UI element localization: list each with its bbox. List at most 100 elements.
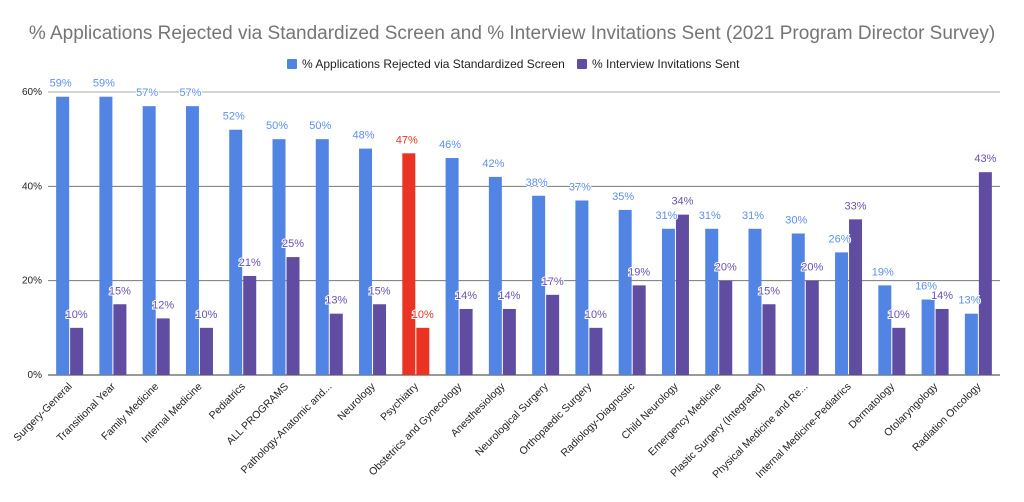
bar-invitations [589,327,603,375]
legend-swatch-invitations [577,59,587,69]
bar-rejected [229,129,243,375]
data-label-invitations: 15% [369,285,391,297]
bar-invitations [502,308,516,375]
data-label-invitations: 19% [628,266,650,278]
data-label-invitations: 10% [412,309,434,321]
bar-rejected [99,96,113,375]
bar-rejected [661,228,675,375]
bar-invitations [286,257,300,375]
data-label-invitations: 14% [498,290,520,302]
bar-rejected [445,158,459,375]
bar-invitations [892,327,906,375]
y-tick-label: 20% [22,276,42,287]
y-tick-label: 40% [22,181,42,192]
x-tick-label: Emergency Medicine [646,381,724,459]
data-label-rejected: 48% [353,130,375,142]
data-label-invitations: 25% [282,238,304,250]
bar-rejected [142,106,156,376]
data-label-invitations: 17% [542,276,564,288]
data-label-rejected: 57% [179,87,201,99]
data-label-rejected: 57% [136,87,158,99]
x-tick-label: Orthopaedic Surgery [517,380,595,458]
data-label-rejected: 26% [829,233,851,245]
x-tick-label: Neurological Surgery [473,380,551,458]
data-label-rejected: 35% [612,191,634,203]
bar-invitations [675,214,689,375]
bar-rejected [964,313,978,375]
bar-rejected [272,139,286,375]
data-label-rejected: 30% [785,215,807,227]
bar-invitations [416,327,430,375]
data-label-invitations: 21% [239,257,261,269]
bar-invitations [546,294,560,375]
bar-rejected [921,299,935,375]
data-label-invitations: 12% [152,299,174,311]
data-label-rejected: 31% [655,210,677,222]
bar-invitations [459,308,473,375]
x-tick-label: Pathology-Anatomic and... [239,381,335,477]
bar-rejected [56,96,70,375]
x-tick-label: Radiology-Diagnostic [559,381,638,460]
bar-rejected [359,148,373,375]
legend-label-rejected: % Applications Rejected via Standardized… [302,57,565,71]
y-tick-label: 60% [22,87,42,98]
bar-invitations [849,219,863,375]
data-label-rejected: 42% [482,158,504,170]
bar-invitations [762,304,776,375]
bar-rejected [618,209,632,375]
data-label-rejected: 52% [223,111,245,123]
bar-invitations [113,304,127,375]
data-label-invitations: 13% [325,295,347,307]
bar-rejected [532,195,546,375]
data-label-invitations: 10% [66,309,88,321]
bar-invitations [805,280,819,375]
data-label-invitations: 20% [715,262,737,274]
data-label-rejected: 50% [309,120,331,132]
data-label-invitations: 10% [585,309,607,321]
bar-rejected [748,228,762,375]
chart-title: % Applications Rejected via Standardized… [29,23,995,44]
bar-invitations [935,308,949,375]
data-label-rejected: 47% [396,134,418,146]
bar-rejected [705,228,719,375]
bar-invitations [373,304,387,375]
data-label-invitations: 20% [801,262,823,274]
bar-rejected [575,200,589,375]
data-label-invitations: 15% [109,285,131,297]
bars [56,96,992,376]
bar-rejected [185,106,199,376]
bar-invitations [978,172,992,375]
data-label-rejected: 59% [93,78,115,90]
bar-rejected [878,285,892,375]
x-tick-label: Neurology [335,380,378,423]
data-label-invitations: 10% [888,309,910,321]
data-label-rejected: 38% [526,177,548,189]
data-label-rejected: 19% [872,266,894,278]
x-tick-label: Pediatrics [207,381,248,422]
data-label-invitations: 10% [195,309,217,321]
bar-invitations [329,313,343,375]
data-labels: 59% 10% 59% 15% 57% 12% 57% 10% 52% 21% 50% 25% 50% 1… [49,77,998,322]
data-label-invitations: 34% [671,196,693,208]
data-label-rejected: 37% [569,181,591,193]
data-label-invitations: 14% [455,290,477,302]
bar-rejected [791,233,805,375]
y-tick-label: 0% [28,370,43,381]
legend-label-invitations: % Interview Invitations Sent [592,57,740,71]
bar-rejected [315,139,329,375]
y-axis: 0% 20% 40% 60% [22,87,42,381]
bar-invitations [243,275,257,375]
bar-rejected [488,176,502,375]
bar-invitations [719,280,733,375]
data-label-rejected: 13% [958,295,980,307]
data-label-rejected: 59% [50,78,72,90]
bar-invitations [156,318,170,375]
x-tick-label: Psychiatry [378,380,421,423]
data-label-invitations: 14% [931,290,953,302]
bar-invitations [199,327,213,375]
data-label-invitations: 33% [845,200,867,212]
data-label-invitations: 15% [758,285,780,297]
bar-invitations [632,285,646,375]
